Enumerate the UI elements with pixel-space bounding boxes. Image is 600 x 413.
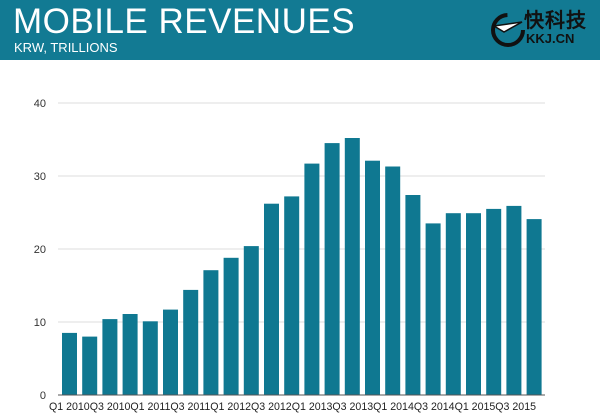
bar-q4-2015 [526,219,542,395]
bar-q2-2010 [82,336,98,395]
y-tick-label: 10 [34,317,46,329]
chart-title: MOBILE REVENUES [13,2,356,41]
bar-q1-2011 [142,321,158,395]
bar-chart: 0 10 20 30 40 Q1 2010Q3 2010Q1 2011Q3 2011Q1… [34,98,545,413]
bar-q1-2015 [466,213,481,395]
chart-subtitle: KRW, TRILLIONS [14,40,118,55]
bar-q3-2015 [506,205,522,395]
kkj-logo: 快科技 KKJ.CN [490,8,600,52]
paper-plane-logo-icon [491,13,525,47]
y-axis-ticks: 0 10 20 30 40 [34,98,46,402]
bars [62,138,542,395]
y-tick-label: 0 [40,390,46,402]
bar-q1-2012 [223,257,239,395]
bar-q2-2011 [163,309,178,395]
header-banner: MOBILE REVENUES KRW, TRILLIONS 快科技 KKJ.C… [0,0,600,60]
x-axis-tick-labels: Q1 2010Q3 2010Q1 2011Q3 2011Q1 2012Q3 20… [49,401,536,413]
bar-q4-2011 [203,270,219,395]
bar-q3-2013 [344,138,360,395]
bar-q3-2014 [425,223,441,395]
y-tick-label: 20 [34,244,46,256]
bar-q1-2013 [304,163,320,395]
bar-q4-2013 [365,160,380,395]
bar-q1-2010 [62,332,77,395]
bar-q2-2013 [324,143,340,395]
gridlines [58,102,545,323]
bar-q4-2010 [122,314,138,395]
bar-q4-2012 [284,196,300,395]
bar-q2-2012 [243,246,259,395]
bar-q2-2015 [486,208,502,395]
logo-text-cn: 快科技 [524,10,587,32]
y-tick-label: 40 [34,98,46,110]
bar-q1-2014 [385,166,401,395]
bar-q2-2014 [405,195,421,395]
logo-text-en: KKJ.CN [526,31,575,46]
bar-q3-2012 [264,203,279,395]
bar-q3-2011 [183,289,199,395]
bar-q4-2014 [445,213,461,395]
y-tick-label: 30 [34,171,46,183]
bar-q3-2010 [102,319,118,395]
